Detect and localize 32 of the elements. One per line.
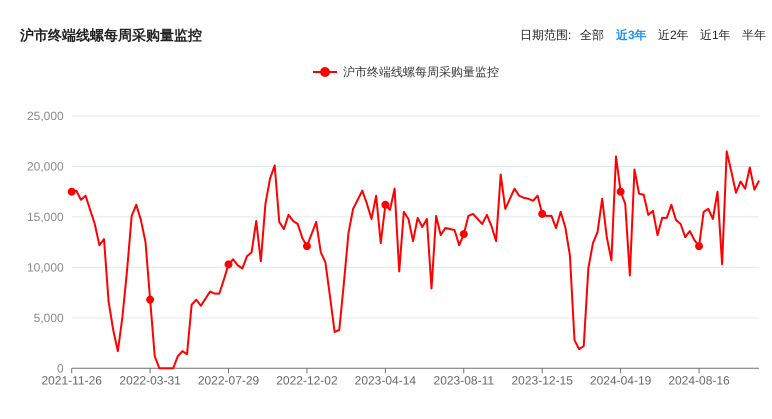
legend-label: 沪市终端线螺每周采购量监控 [343, 65, 499, 79]
y-tick-label: 0 [57, 361, 64, 376]
point [302, 242, 311, 250]
y-tick-label: 10,000 [26, 260, 64, 274]
y-tick-label: 5,000 [34, 310, 64, 325]
point [460, 230, 468, 238]
text: 近2年 [658, 28, 689, 42]
point [538, 210, 546, 218]
text: 全部 [580, 28, 604, 42]
x-tick-label: 2023-12-15 [512, 373, 574, 388]
x-tick-label: 2023-04-14 [354, 373, 416, 388]
y-tick-label: 15,000 [26, 210, 64, 224]
text: 日期范围: [520, 28, 572, 42]
x-tick-label: 2024-04-19 [590, 373, 652, 388]
x-tick-label: 2024-08-16 [668, 373, 730, 388]
y-tick-label: 25,000 [26, 109, 64, 123]
point [146, 296, 154, 304]
x-tick-label: 2021-11-26 [41, 373, 102, 388]
x-tick-label: 2022-03-31 [119, 373, 182, 388]
point [695, 242, 704, 250]
text: 近3年 [615, 28, 647, 42]
x-tick-label: 2022-07-29 [198, 373, 260, 388]
point [68, 188, 76, 196]
point [224, 260, 233, 268]
point [381, 200, 390, 209]
chart-title: 沪市终端线螺每周采购量监控 [19, 27, 202, 43]
point [616, 188, 625, 196]
text: 近1年 [700, 28, 731, 42]
x-tick-label: 2023-08-11 [434, 373, 494, 388]
y-tick-label: 20,000 [26, 159, 64, 174]
text: 半年 [742, 28, 766, 42]
x-tick-label: 2022-12-02 [276, 373, 338, 388]
